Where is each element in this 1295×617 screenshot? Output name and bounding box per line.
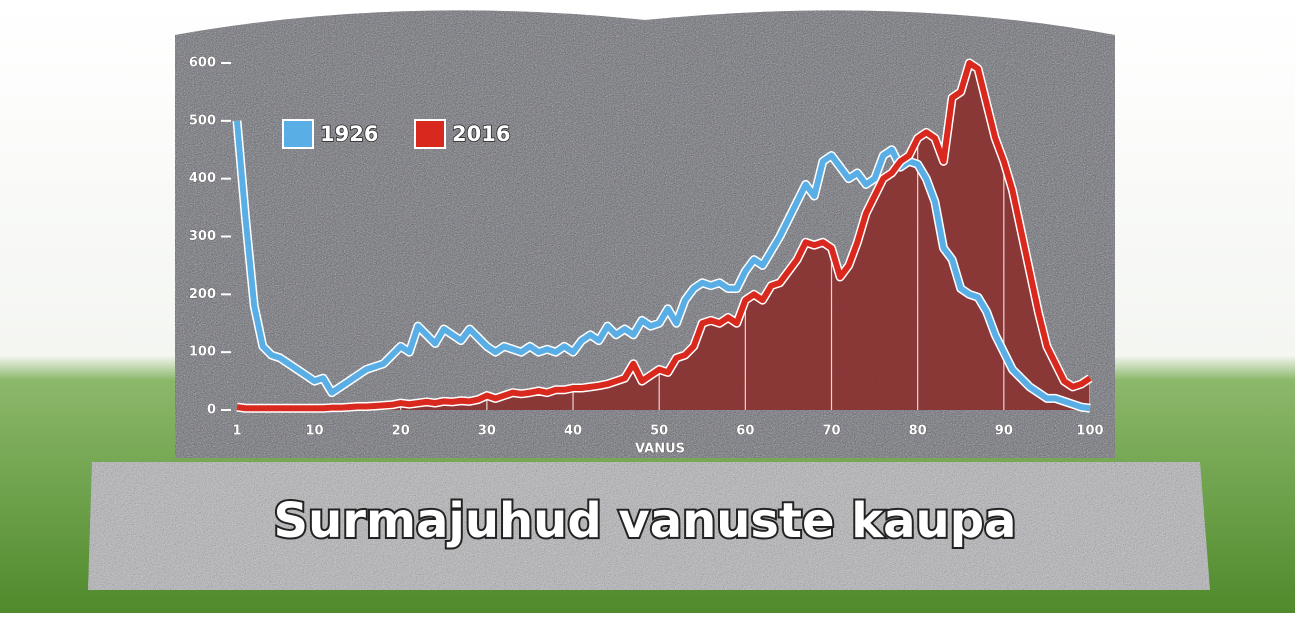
x-tick-label: 20 (392, 424, 410, 439)
x-tick-label: 70 (822, 424, 840, 439)
x-tick-label: 10 (305, 424, 323, 439)
legend-swatch (283, 120, 313, 148)
y-tick-label: 400 (189, 171, 216, 186)
y-tick-label: 600 (189, 56, 216, 71)
x-tick-label: 90 (995, 424, 1013, 439)
x-tick-label: 40 (564, 424, 582, 439)
x-axis-label: VANUS (635, 442, 685, 457)
x-tick-label: 30 (478, 424, 496, 439)
chart-title: Surmajuhud vanuste kaupa (274, 493, 1017, 549)
y-tick-label: 0 (207, 403, 216, 418)
x-tick-label: 1 (232, 424, 241, 439)
y-tick-label: 500 (189, 113, 216, 128)
chart: 0 100 200 300 400 500 600 1 10 20 30 40 50 60 70 80 90 10… (0, 0, 1295, 613)
x-tick-label: 100 (1076, 424, 1103, 439)
x-tick-label: 80 (909, 424, 927, 439)
y-tick-label: 100 (189, 345, 216, 360)
legend-swatch (415, 120, 445, 148)
y-tick-label: 200 (189, 287, 216, 302)
x-tick-label: 50 (650, 424, 668, 439)
legend-label: 2016 (452, 122, 510, 146)
legend-label: 1926 (320, 122, 378, 146)
x-tick-label: 60 (736, 424, 754, 439)
y-tick-label: 300 (189, 229, 216, 244)
